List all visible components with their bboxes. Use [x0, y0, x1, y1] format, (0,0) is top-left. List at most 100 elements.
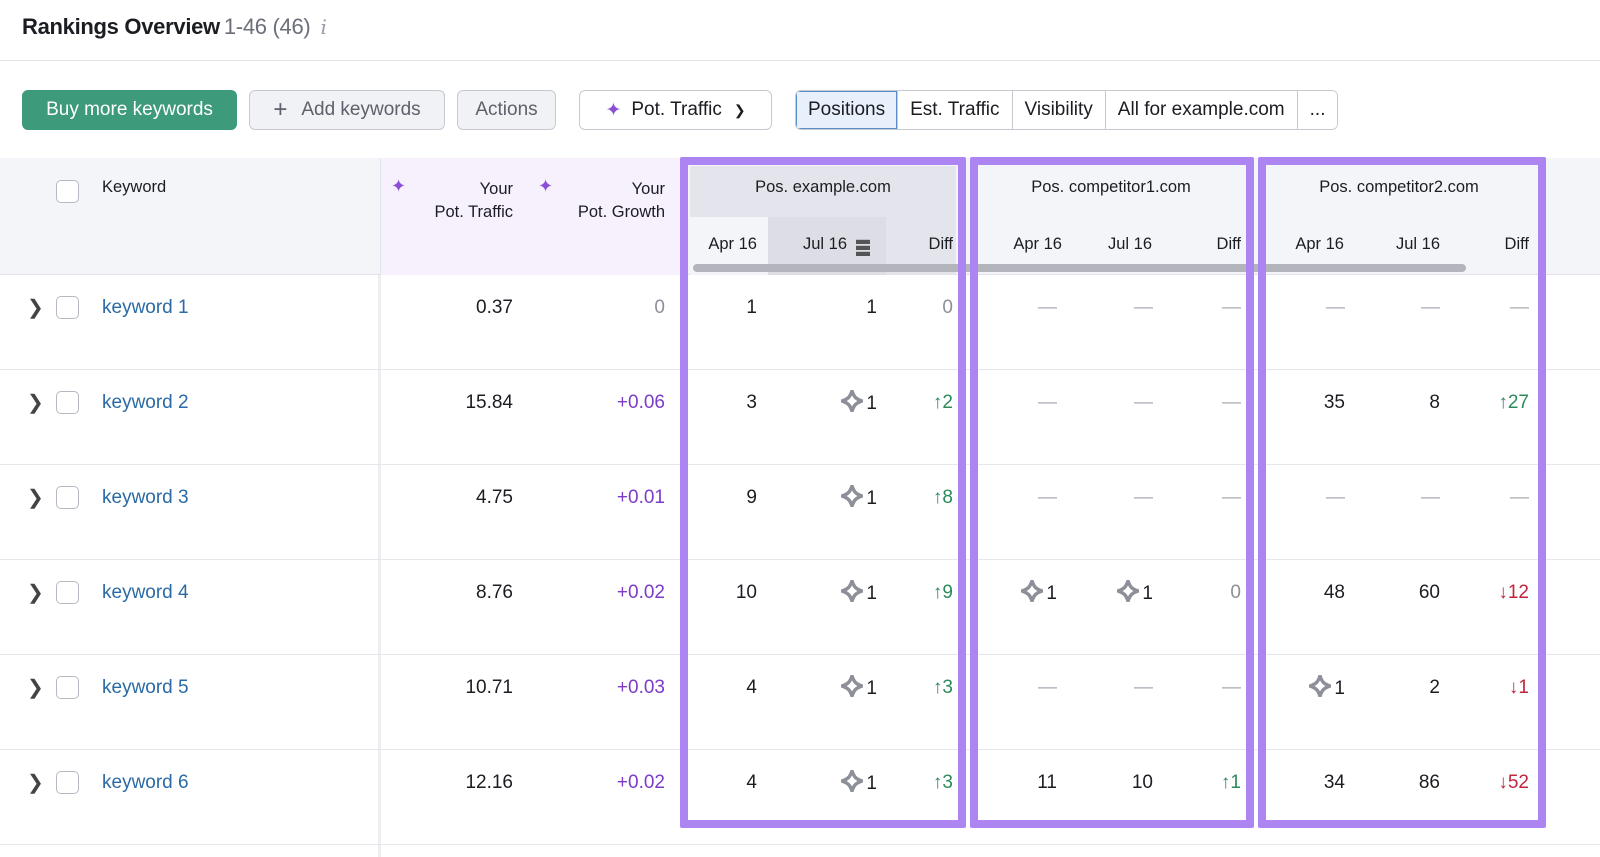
position-jul: 8: [1429, 390, 1440, 416]
position-apr-value: 9: [746, 487, 757, 508]
serp-feature-icon: [841, 580, 866, 604]
position-diff-value: ↑8: [932, 487, 953, 508]
col-pot-growth[interactable]: Your Pot. Growth: [578, 178, 665, 224]
subcol-diff-2[interactable]: Diff: [1504, 235, 1529, 253]
keyword-link[interactable]: keyword 1: [102, 297, 189, 318]
expand-chevron-icon[interactable]: ❯: [27, 297, 44, 319]
add-keywords-button[interactable]: + Add keywords: [249, 90, 445, 130]
position-apr-value: —: [1038, 392, 1057, 413]
expand-chevron-icon[interactable]: ❯: [27, 582, 44, 604]
actions-button[interactable]: Actions: [457, 90, 556, 130]
position-apr: —: [1326, 295, 1345, 321]
tab-positions[interactable]: Positions: [796, 91, 898, 129]
expand-chevron-icon[interactable]: ❯: [27, 392, 44, 414]
position-apr-value: 1: [1046, 583, 1057, 604]
position-jul-value: 1: [866, 488, 877, 509]
position-diff: 0: [942, 295, 953, 321]
position-jul-value: 60: [1418, 582, 1440, 603]
position-jul-value: 1: [866, 583, 877, 604]
add-keywords-label: Add keywords: [301, 99, 421, 120]
position-apr-value: 35: [1323, 392, 1345, 413]
position-diff-value: —: [1510, 297, 1529, 318]
position-diff: —: [1222, 675, 1241, 701]
subcol-jul-1[interactable]: Jul 16: [1107, 235, 1152, 253]
keyword-link[interactable]: keyword 6: [102, 772, 189, 793]
horizontal-scrollbar[interactable]: [693, 264, 1466, 272]
row-checkbox[interactable]: [56, 296, 79, 319]
pot-traffic-value: 10.71: [465, 677, 513, 698]
row-checkbox[interactable]: [56, 771, 79, 794]
sort-icon[interactable]: ▬ ▬ ▬: [856, 231, 870, 259]
divider: [0, 60, 1600, 61]
position-jul-value: 1: [1142, 583, 1153, 604]
pot-growth-value: +0.06: [616, 392, 665, 413]
position-diff-value: —: [1222, 487, 1241, 508]
table-row: ❯ keyword 1 0.37 0 1 1 0 — — — — — —: [0, 275, 1600, 370]
position-jul: 1: [866, 295, 877, 321]
position-diff-value: ↓52: [1498, 772, 1529, 793]
expand-chevron-icon[interactable]: ❯: [27, 677, 44, 699]
select-all-checkbox[interactable]: [56, 180, 79, 203]
position-apr: 1: [1309, 675, 1345, 701]
position-apr-value: —: [1326, 297, 1345, 318]
row-checkbox[interactable]: [56, 676, 79, 699]
subcol-jul-2[interactable]: Jul 16: [1395, 235, 1440, 253]
subcol-apr-2[interactable]: Apr 16: [1295, 235, 1344, 253]
position-diff-value: ↓1: [1508, 677, 1529, 698]
col-keyword[interactable]: Keyword: [102, 178, 167, 196]
tab-est-traffic[interactable]: Est. Traffic: [897, 91, 1012, 129]
col-pot-growth-line2: Pot. Growth: [577, 203, 665, 221]
table-row: ❯ keyword 5 10.71 +0.03 4 1 ↑3 — — — 1 2 ↓1: [0, 655, 1600, 750]
table-row: ❯ keyword 3 4.75 +0.01 9 1 ↑8 — — — — — —: [0, 465, 1600, 560]
position-apr: 48: [1324, 580, 1345, 606]
col-pot-traffic[interactable]: Your Pot. Traffic: [434, 178, 513, 224]
tab-all-for-domain[interactable]: All for example.com: [1104, 91, 1297, 129]
pot-traffic-dropdown[interactable]: ✦ Pot. Traffic ❯: [579, 90, 772, 130]
info-icon[interactable]: i: [320, 15, 327, 39]
position-apr: —: [1038, 390, 1057, 416]
position-jul-value: 8: [1429, 392, 1440, 413]
subcol-diff-0[interactable]: Diff: [928, 235, 953, 253]
position-apr-value: 11: [1037, 772, 1057, 793]
position-jul: 1: [841, 580, 877, 606]
position-diff: ↑3: [933, 675, 953, 701]
subcol-jul-0[interactable]: Jul 16: [802, 235, 847, 253]
position-jul: 86: [1419, 770, 1440, 796]
subcol-diff-1[interactable]: Diff: [1216, 235, 1241, 253]
row-checkbox[interactable]: [56, 391, 79, 414]
table-row: ❯ keyword 6 12.16 +0.02 4 1 ↑3 11 10 ↑1 34 86 ↓52: [0, 750, 1600, 845]
keyword-link[interactable]: keyword 2: [102, 392, 189, 413]
col-pot-traffic-line1: Your: [479, 180, 513, 198]
col-pot-traffic-line2: Pot. Traffic: [434, 203, 513, 221]
keyword-link[interactable]: keyword 4: [102, 582, 189, 603]
row-checkbox[interactable]: [56, 581, 79, 604]
pot-traffic-value: 0.37: [476, 297, 513, 318]
position-diff: —: [1510, 295, 1529, 321]
position-jul: 10: [1132, 770, 1153, 796]
expand-chevron-icon[interactable]: ❯: [27, 487, 44, 509]
serp-feature-icon: [841, 390, 866, 414]
position-apr: —: [1038, 675, 1057, 701]
position-jul-value: —: [1134, 487, 1153, 508]
position-apr-value: 4: [746, 677, 757, 698]
position-diff: —: [1510, 485, 1529, 511]
position-jul: 1: [1117, 580, 1153, 606]
position-diff: ↑3: [933, 770, 953, 796]
keyword-link[interactable]: keyword 5: [102, 677, 189, 698]
col-pos-example: Pos. example.com: [755, 178, 891, 196]
tab-visibility[interactable]: Visibility: [1011, 91, 1105, 129]
expand-chevron-icon[interactable]: ❯: [27, 772, 44, 794]
position-jul: 1: [841, 390, 877, 416]
serp-feature-icon: [1021, 580, 1046, 604]
buy-more-keywords-button[interactable]: Buy more keywords: [22, 90, 237, 130]
position-diff-value: 0: [1230, 582, 1241, 603]
tab-more[interactable]: ...: [1296, 91, 1338, 129]
keyword-link[interactable]: keyword 3: [102, 487, 189, 508]
plus-icon: +: [273, 96, 288, 123]
serp-feature-icon: [1117, 580, 1142, 604]
position-diff: 0: [1230, 580, 1241, 606]
position-jul: —: [1421, 295, 1440, 321]
subcol-apr-0[interactable]: Apr 16: [708, 235, 757, 253]
subcol-apr-1[interactable]: Apr 16: [1013, 235, 1062, 253]
row-checkbox[interactable]: [56, 486, 79, 509]
